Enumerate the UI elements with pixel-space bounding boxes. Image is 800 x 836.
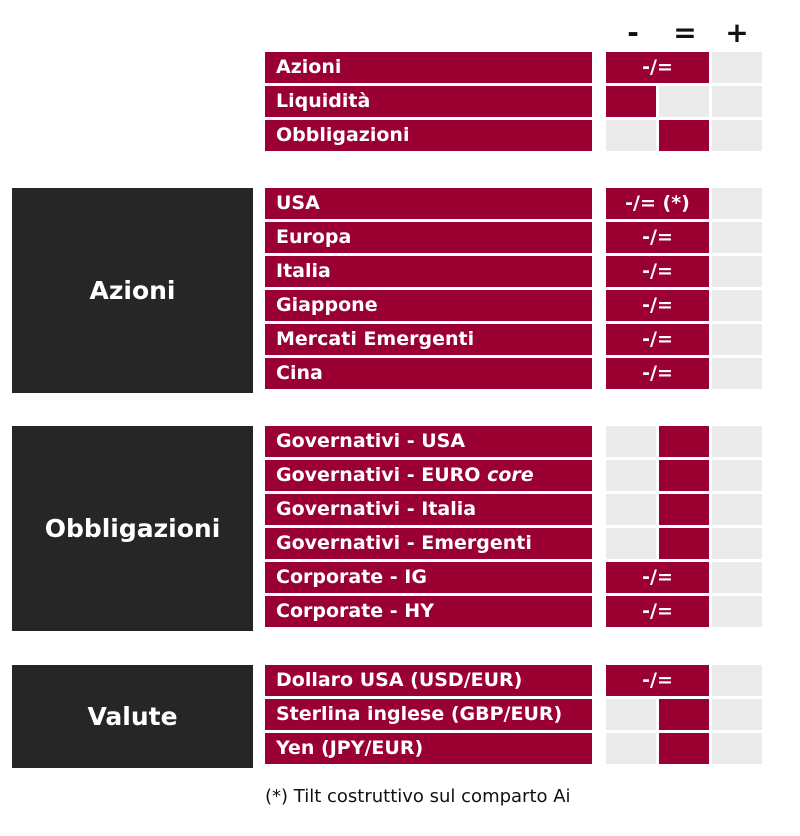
row-label: Corporate - IG <box>265 562 592 593</box>
rating-cell-negative <box>606 460 656 491</box>
group-label-bonds: Obbligazioni <box>12 426 253 631</box>
row-label: Dollaro USA (USD/EUR) <box>265 665 592 696</box>
rating-span: -/= <box>606 324 709 355</box>
row-label: Obbligazioni <box>265 120 592 151</box>
row-label: Mercati Emergenti <box>265 324 592 355</box>
rating-cell-neutral <box>659 528 709 559</box>
rating-cell-positive <box>712 460 762 491</box>
row-label: Europa <box>265 222 592 253</box>
rating-span: -/= <box>606 665 709 696</box>
rating-cell-positive <box>712 120 762 151</box>
rating-cell-positive <box>712 699 762 730</box>
footnote: (*) Tilt costruttivo sul comparto Ai <box>265 786 571 807</box>
group-label-equities: Azioni <box>12 188 253 393</box>
row-label: Governativi - Italia <box>265 494 592 525</box>
row-label: Governativi - USA <box>265 426 592 457</box>
rating-cell-neutral <box>659 460 709 491</box>
rating-cell-positive <box>712 596 762 627</box>
row-label: Giappone <box>265 290 592 321</box>
rating-span: -/= <box>606 596 709 627</box>
group-label-currencies: Valute <box>12 665 253 768</box>
rating-cell-positive <box>712 665 762 696</box>
row-label-italic: core <box>487 464 534 486</box>
rating-cell-neutral <box>659 86 709 117</box>
rating-cell-neutral <box>659 494 709 525</box>
rating-cell-positive <box>712 358 762 389</box>
rating-cell-positive <box>712 256 762 287</box>
rating-cell-positive <box>712 222 762 253</box>
rating-cell-neutral <box>659 426 709 457</box>
rating-cell-positive <box>712 494 762 525</box>
rating-span: -/= <box>606 52 709 83</box>
rating-cell-positive <box>712 188 762 219</box>
rating-cell-neutral <box>659 120 709 151</box>
row-label: Azioni <box>265 52 592 83</box>
rating-cell-neutral <box>659 699 709 730</box>
rating-span: -/= <box>606 222 709 253</box>
rating-cell-positive <box>712 562 762 593</box>
row-label-euro-core: Governativi - EURO core <box>265 460 592 491</box>
row-label: USA <box>265 188 592 219</box>
rating-cell-neutral <box>659 733 709 764</box>
rating-span: -/= <box>606 562 709 593</box>
rating-span: -/= <box>606 256 709 287</box>
rating-span: -/= <box>606 290 709 321</box>
rating-cell-positive <box>712 528 762 559</box>
rating-cell-positive <box>712 426 762 457</box>
rating-cell-positive <box>712 324 762 355</box>
rating-cell-negative <box>606 426 656 457</box>
row-label: Cina <box>265 358 592 389</box>
rating-cell-negative <box>606 528 656 559</box>
row-label: Corporate - HY <box>265 596 592 627</box>
column-header-negative: - <box>627 16 639 49</box>
column-header-neutral: = <box>673 16 697 49</box>
rating-cell-negative <box>606 494 656 525</box>
rating-cell-negative <box>606 699 656 730</box>
rating-cell-negative <box>606 86 656 117</box>
rating-span: -/= <box>606 358 709 389</box>
row-label: Sterlina inglese (GBP/EUR) <box>265 699 592 730</box>
row-label-text: Governativi - EURO <box>276 464 488 486</box>
rating-cell-positive <box>712 290 762 321</box>
column-header-positive: + <box>725 16 749 49</box>
row-label: Italia <box>265 256 592 287</box>
rating-cell-positive <box>712 86 762 117</box>
rating-cell-positive <box>712 733 762 764</box>
rating-cell-negative <box>606 733 656 764</box>
rating-cell-negative <box>606 120 656 151</box>
row-label: Governativi - Emergenti <box>265 528 592 559</box>
row-label: Liquidità <box>265 86 592 117</box>
rating-cell-positive <box>712 52 762 83</box>
rating-span: -/= (*) <box>606 188 709 219</box>
row-label: Yen (JPY/EUR) <box>265 733 592 764</box>
